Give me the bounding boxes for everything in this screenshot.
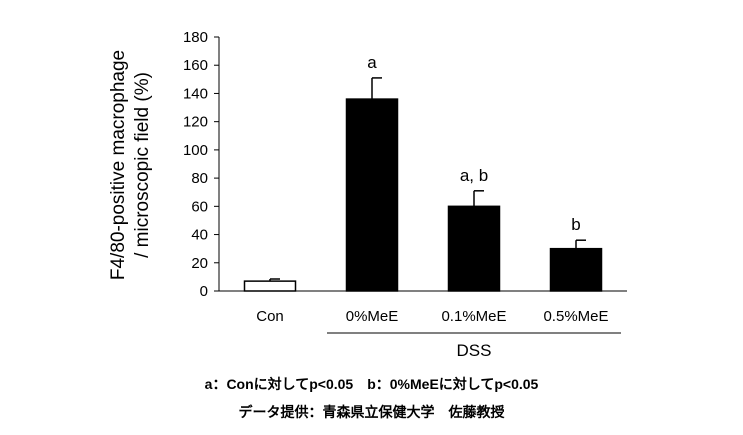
bar-0%MeE	[345, 98, 399, 292]
significance-label-0.1%MeE: a, b	[460, 166, 488, 185]
significance-label-0%MeE: a	[367, 53, 377, 72]
y-axis-label-line-1: F4/80-positive macrophage	[108, 50, 129, 280]
category-label-0.5%MeE: 0.5%MeE	[543, 308, 608, 325]
y-tick-label: 40	[191, 227, 208, 244]
y-tick-label: 140	[183, 85, 208, 102]
y-tick-label: 60	[191, 198, 208, 215]
bar-Con	[243, 280, 297, 292]
bars: a a, b b	[243, 53, 603, 292]
y-tick-label: 80	[191, 170, 208, 187]
bar-chart: F4/80-positive macrophage / microscopic …	[108, 29, 627, 360]
bar-0.5%MeE	[549, 247, 603, 292]
dss-group-label: DSS	[457, 341, 492, 360]
y-axis-label: F4/80-positive macrophage / microscopic …	[108, 50, 153, 280]
category-label-Con: Con	[256, 308, 284, 325]
y-axis-label-line-2: / microscopic field (%)	[132, 72, 153, 258]
data-credit: データ提供：青森県立保健大学 佐藤教授	[238, 404, 505, 420]
significance-footnote: a：Conに対してp<0.05 b：0%MeEに対してp<0.05	[204, 376, 539, 392]
y-tick-label: 20	[191, 255, 208, 272]
y-tick-label: 100	[183, 142, 208, 159]
y-tick-label: 120	[183, 114, 208, 131]
y-tick-label: 0	[200, 283, 208, 300]
bar-0.1%MeE	[447, 205, 501, 292]
y-tick-label: 160	[183, 57, 208, 74]
y-tick-label: 180	[183, 29, 208, 46]
y-axis-ticks: 0 20 40 60 80 100 120 140 160 180	[183, 29, 219, 300]
category-label-0%MeE: 0%MeE	[346, 308, 399, 325]
significance-label-0.5%MeE: b	[571, 215, 580, 234]
category-label-0.1%MeE: 0.1%MeE	[441, 308, 506, 325]
category-labels: Con 0%MeE 0.1%MeE 0.5%MeE	[256, 308, 608, 325]
